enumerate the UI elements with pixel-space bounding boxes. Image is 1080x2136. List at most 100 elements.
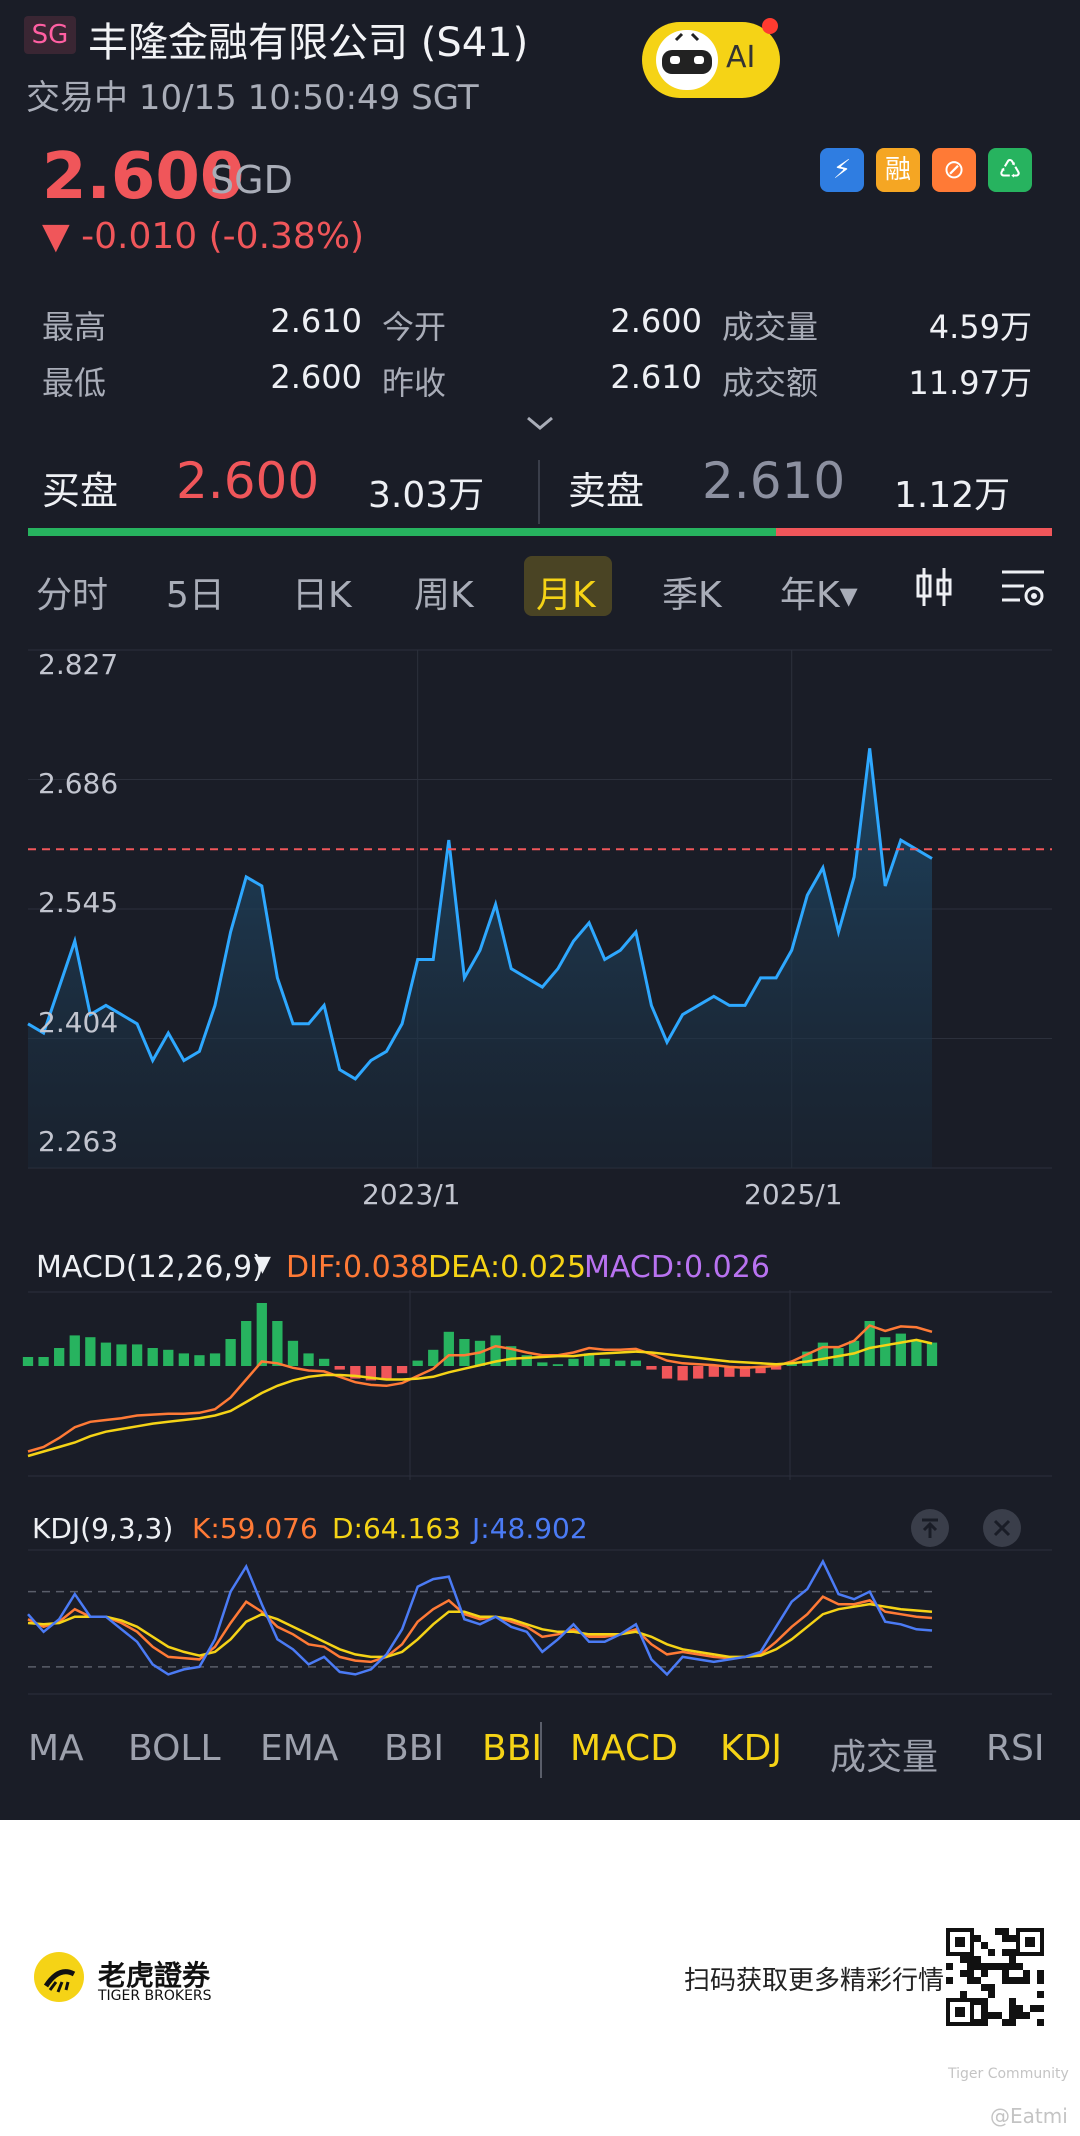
caret-down-icon[interactable]: ▼ (254, 1252, 271, 1277)
macd-bar (256, 1303, 267, 1366)
macd-bar (646, 1366, 657, 1370)
tab-5day[interactable]: 5日 (166, 575, 225, 616)
price-line (27, 748, 933, 1081)
price-chart[interactable] (0, 636, 1080, 1216)
j-legend: J:48.902 (472, 1512, 588, 1545)
macd-bar (412, 1360, 423, 1366)
macd-bar (708, 1366, 719, 1377)
margin-icon[interactable]: 融 (876, 148, 920, 192)
macd-bar (490, 1335, 501, 1366)
macd-bar (677, 1366, 688, 1381)
dea-legend: DEA:0.025 (428, 1250, 587, 1285)
qr-module (1016, 1963, 1023, 1970)
tab-daily[interactable]: 日K (292, 575, 352, 616)
pin-top-icon[interactable] (910, 1508, 950, 1552)
ask-ratio-bar (776, 528, 1052, 536)
dif-legend: DIF:0.038 (286, 1250, 429, 1285)
qr-module (1030, 2005, 1037, 2012)
ai-label: AI (726, 40, 756, 75)
indicator-tab-bbi[interactable]: BBI (384, 1728, 445, 1769)
qr-module (981, 1942, 988, 1949)
macd-bar (69, 1335, 80, 1366)
macd-bar (911, 1340, 922, 1366)
macd-bar (85, 1337, 96, 1366)
indicator-tab-bbi-active[interactable]: BBI (482, 1728, 543, 1769)
qr-module (988, 1963, 995, 1970)
chevron-down-icon[interactable] (524, 408, 556, 441)
bid-price: 2.600 (176, 452, 320, 510)
qr-finder (955, 2007, 965, 2017)
macd-bar (334, 1366, 345, 1370)
macd-bar (194, 1355, 205, 1366)
qr-module (974, 2019, 981, 2026)
qr-module (1037, 1970, 1044, 1977)
indicator-tab-kdj[interactable]: KDJ (720, 1728, 782, 1769)
qr-module (981, 1970, 988, 1977)
y-tick-label: 2.827 (38, 648, 119, 681)
macd-bar (880, 1337, 891, 1366)
no-short-icon[interactable]: ⊘ (932, 148, 976, 192)
qr-module (960, 1991, 967, 1998)
close-icon[interactable] (982, 1508, 1022, 1552)
qr-finder (1016, 1928, 1044, 1956)
qr-module (946, 1963, 953, 1970)
tab-yearly[interactable]: 年K▾ (780, 575, 858, 616)
d-line (27, 1602, 933, 1659)
macd-bar (54, 1348, 65, 1366)
tab-monthly[interactable]: 月K (536, 575, 596, 616)
qr-finder (955, 1937, 965, 1947)
qr-module (1002, 1949, 1009, 1956)
macd-bar (599, 1358, 610, 1366)
kdj-chart[interactable] (0, 1548, 1080, 1698)
qr-module (1002, 1928, 1009, 1935)
macd-bar (739, 1366, 751, 1377)
author-handle: @Eatmi (990, 2104, 1068, 2128)
tab-quarterly[interactable]: 季K (662, 575, 722, 616)
macd-bar (350, 1366, 361, 1379)
qr-module (1009, 2019, 1016, 2026)
macd-bar (770, 1366, 782, 1370)
qr-module (1009, 2005, 1016, 2012)
tab-weekly[interactable]: 周K (414, 575, 474, 616)
last-price: 2.600 (42, 140, 245, 214)
qr-module (981, 2012, 988, 2019)
indicator-tab-rsi[interactable]: RSI (986, 1728, 1045, 1769)
qr-module (988, 1991, 995, 1998)
macd-title[interactable]: MACD(12,26,9) (36, 1250, 264, 1285)
qr-finder (946, 1998, 974, 2026)
qr-finder (1025, 1937, 1035, 1947)
macd-bar (755, 1366, 766, 1374)
qr-module (946, 1977, 953, 1984)
y-tick-label: 2.545 (38, 886, 119, 919)
qr-module (1037, 2019, 1044, 2026)
macd-bar (178, 1353, 190, 1366)
lightning-icon[interactable]: ⚡ (820, 148, 864, 192)
indicator-tab-volume[interactable]: 成交量 (830, 1737, 939, 1778)
qr-module (988, 1949, 995, 1956)
candlestick-icon[interactable] (914, 562, 954, 616)
indicator-tab-macd[interactable]: MACD (570, 1728, 678, 1769)
chart-settings-icon[interactable] (998, 562, 1048, 616)
orderbook-divider (538, 460, 540, 524)
macd-bar (895, 1333, 906, 1366)
macd-bar (630, 1360, 642, 1366)
indicator-divider (540, 1722, 542, 1778)
macd-bar (225, 1339, 236, 1366)
macd-chart[interactable] (0, 1290, 1080, 1480)
indicator-tab-ema[interactable]: EMA (260, 1728, 339, 1769)
macd-bar (116, 1344, 127, 1366)
stat-low-value: 2.600 (270, 358, 362, 396)
stat-prevclose-label: 昨收 (382, 364, 447, 402)
ask-price: 2.610 (702, 452, 846, 510)
kdj-title[interactable]: KDJ(9,3,3) (32, 1512, 174, 1545)
dividend-icon[interactable]: ♺ (988, 148, 1032, 192)
macd-bar (693, 1366, 704, 1379)
qr-module (974, 1998, 981, 2005)
stat-volume-label: 成交量 (722, 308, 819, 346)
tab-intraday[interactable]: 分时 (36, 575, 109, 616)
stat-high-label: 最高 (42, 308, 107, 346)
qr-code-icon (946, 1928, 1044, 2026)
indicator-tab-boll[interactable]: BOLL (128, 1728, 221, 1769)
macd-bar (521, 1355, 532, 1366)
indicator-tab-ma[interactable]: MA (28, 1728, 84, 1769)
